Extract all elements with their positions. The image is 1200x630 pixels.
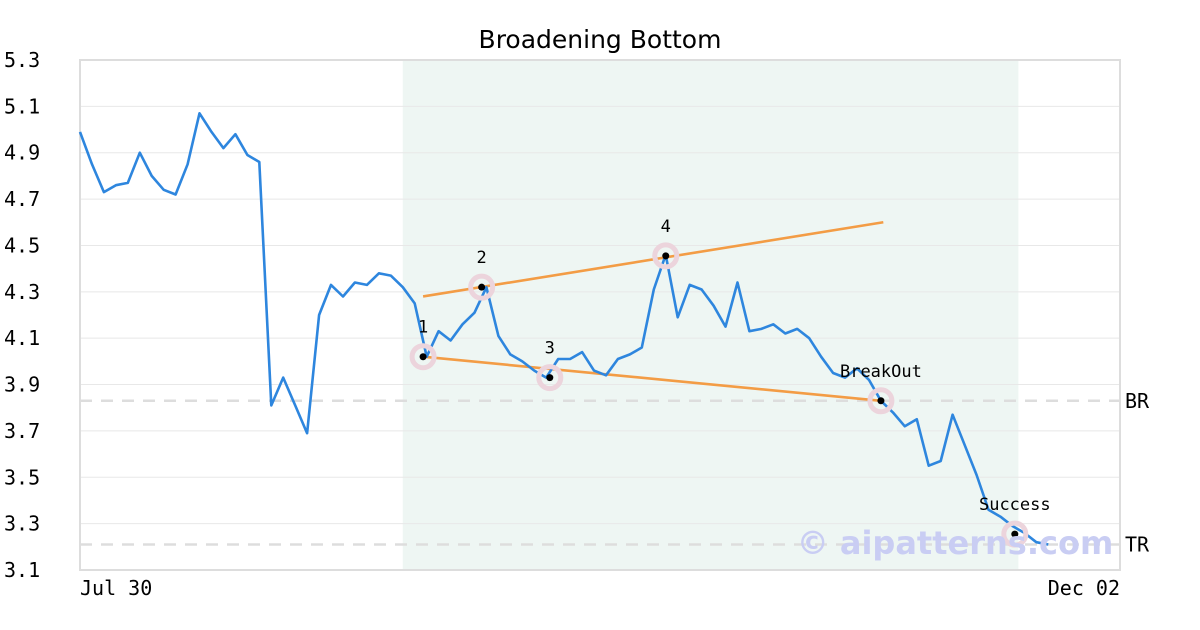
watermark: © aipatterns.com bbox=[797, 524, 1114, 562]
y-tick-label: 5.1 bbox=[4, 94, 40, 118]
pivot-label: Success bbox=[979, 495, 1051, 515]
y-tick-label: 3.3 bbox=[4, 512, 40, 536]
pivot-marker-halo bbox=[468, 273, 496, 301]
pivot-marker-halo bbox=[867, 387, 895, 415]
pivot-marker-dot bbox=[1011, 530, 1019, 538]
y-tick-label: 3.7 bbox=[4, 419, 40, 443]
y-tick-label: 4.5 bbox=[4, 233, 40, 257]
y-tick-label: 3.5 bbox=[4, 465, 40, 489]
pivot-marker-halo bbox=[1001, 520, 1029, 548]
y-tick-label: 3.9 bbox=[4, 373, 40, 397]
y-tick-label: 4.3 bbox=[4, 280, 40, 304]
pivot-label: 1 bbox=[418, 318, 428, 338]
pivot-marker-dot bbox=[662, 252, 670, 260]
pivot-label: 4 bbox=[661, 217, 671, 237]
pivot-marker-halo bbox=[409, 343, 437, 371]
level-label: TR bbox=[1125, 533, 1150, 557]
x-tick-label: Dec 02 bbox=[1048, 576, 1120, 600]
trendline bbox=[422, 355, 882, 403]
level-label: BR bbox=[1125, 389, 1150, 413]
x-tick-label: Jul 30 bbox=[80, 576, 152, 600]
pivot-label: 3 bbox=[545, 339, 555, 359]
y-tick-label: 3.1 bbox=[4, 558, 40, 582]
pattern-region-shade bbox=[402, 60, 1019, 570]
pivot-marker-dot bbox=[546, 374, 554, 382]
y-tick-label: 4.1 bbox=[4, 326, 40, 350]
plot-frame bbox=[79, 59, 1121, 571]
pivot-marker-halo bbox=[652, 242, 680, 270]
pivot-label: 2 bbox=[477, 248, 487, 268]
pivot-marker-halo bbox=[536, 364, 564, 392]
y-tick-label: 4.9 bbox=[4, 141, 40, 165]
chart-title: Broadening Bottom bbox=[479, 25, 722, 54]
y-tick-label: 5.3 bbox=[4, 48, 40, 72]
y-tick-label: 4.7 bbox=[4, 187, 40, 211]
pivot-marker-dot bbox=[478, 283, 486, 291]
pivot-marker-dot bbox=[877, 397, 885, 405]
price-series-line bbox=[78, 112, 1049, 546]
pivot-marker-dot bbox=[419, 353, 427, 361]
pivot-label: BreakOut bbox=[840, 362, 922, 382]
